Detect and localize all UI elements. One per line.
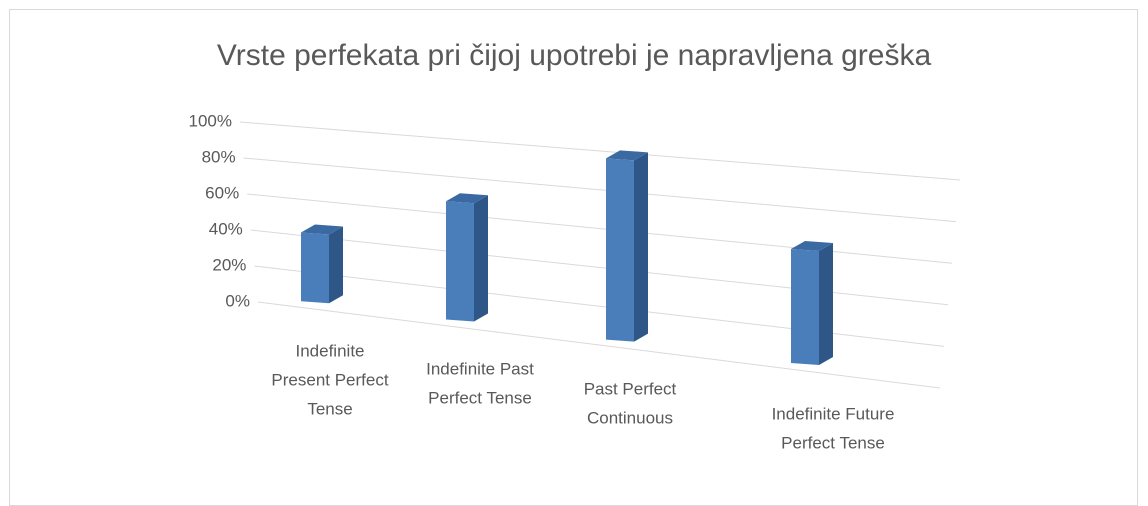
bar-top: [791, 241, 833, 252]
bar-side: [819, 243, 833, 365]
y-tick-label: 80%: [202, 147, 236, 166]
y-tick-label: 40%: [209, 219, 243, 238]
y-tick-label: 0%: [225, 291, 250, 310]
bar: [606, 150, 648, 342]
y-tick-label: 20%: [212, 255, 246, 274]
bar-front: [301, 232, 329, 304]
bar-top: [606, 150, 648, 161]
x-tick-label: Indefinite Future: [772, 404, 895, 423]
x-tick-label: Present Perfect: [271, 370, 388, 389]
y-tick-label: 100%: [189, 111, 232, 130]
x-tick-label: Perfect Tense: [428, 388, 532, 407]
y-tick-label: 60%: [205, 183, 239, 202]
bar-front: [446, 201, 474, 322]
bar: [446, 193, 488, 322]
grid-line: [239, 121, 961, 181]
bar-side: [474, 195, 488, 322]
bar-top: [446, 193, 488, 204]
bar: [301, 224, 343, 304]
x-tick-label: Past Perfect: [584, 379, 677, 398]
x-tick-label: Perfect Tense: [781, 433, 885, 452]
chart-title: Vrste perfekata pri čijoj upotrebi je na…: [217, 39, 932, 72]
grid-line: [243, 157, 957, 223]
bar-front: [791, 249, 819, 365]
grid-line: [247, 193, 953, 264]
bar-side: [634, 152, 648, 342]
x-tick-label: Tense: [307, 399, 352, 418]
grid-line: [257, 301, 941, 389]
x-tick-label: Indefinite: [296, 341, 365, 360]
x-tick-label: Continuous: [587, 408, 673, 427]
bar-top: [301, 224, 343, 235]
bar-front: [606, 158, 634, 342]
bar-side: [329, 226, 343, 304]
x-tick-label: Indefinite Past: [426, 359, 534, 378]
chart-border: [9, 9, 1138, 506]
bar: [791, 241, 833, 365]
